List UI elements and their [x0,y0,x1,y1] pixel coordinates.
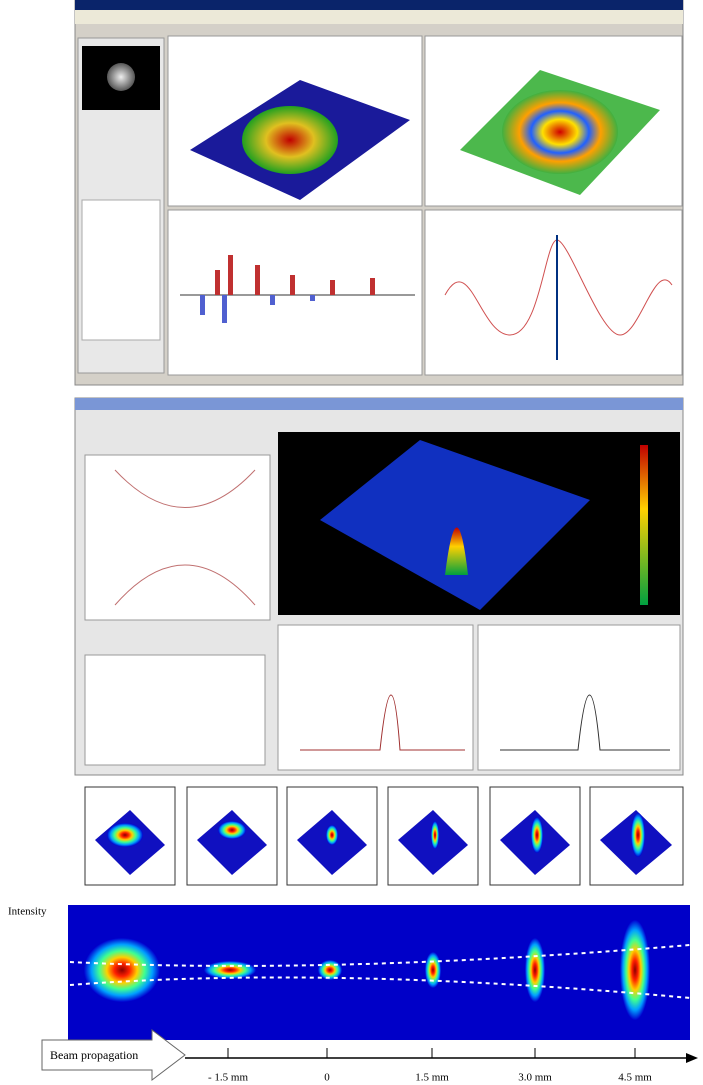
screenshot-middle [74,397,684,776]
position-label: - 1.5 mm [208,1072,248,1084]
propagation-arrow [41,1028,186,1082]
position-label: 4.5 mm [618,1072,652,1084]
position-label: 0 [324,1072,330,1084]
screenshot-top [74,0,684,386]
arrow-label: Beam propagation [50,1048,138,1062]
y-label: Intensity [8,906,47,918]
thumbnails [84,786,684,886]
position-label: 1.5 mm [415,1072,449,1084]
propagation-axis [185,1048,698,1063]
beam-band [68,905,691,1040]
position-label: 3.0 mm [518,1072,552,1084]
